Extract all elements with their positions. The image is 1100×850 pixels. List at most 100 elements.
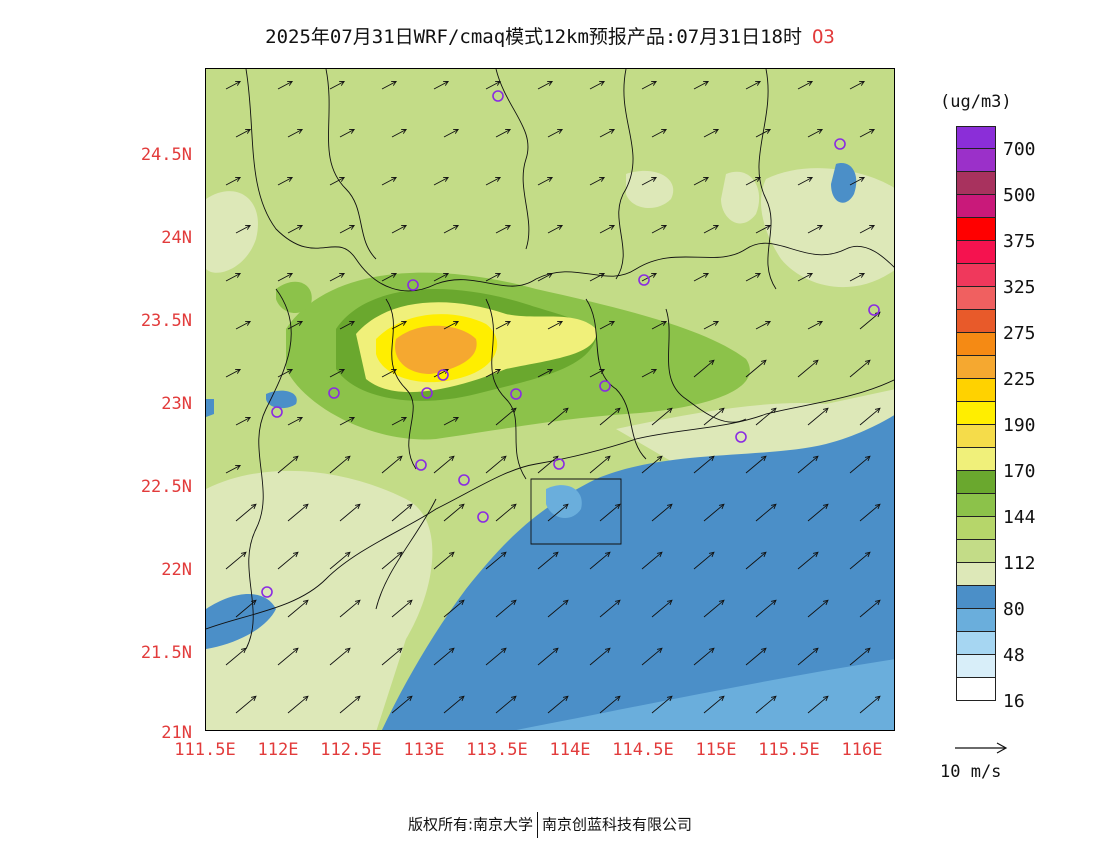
wind-arrow-head <box>287 369 294 374</box>
wind-arrow-head <box>859 273 866 278</box>
wind-arrow-head <box>406 599 413 606</box>
map-canvas <box>206 69 894 730</box>
wind-arrow <box>537 81 553 90</box>
lat-tick-label: 23.5N <box>140 311 192 331</box>
wind-arrow-head <box>869 129 876 134</box>
wind-arrow <box>807 695 829 714</box>
wind-arrow-head <box>396 551 403 558</box>
legend-swatch <box>956 678 996 701</box>
site-marker <box>421 387 433 399</box>
wind-arrow <box>277 369 293 378</box>
wind-arrow <box>381 455 403 474</box>
wind-arrow <box>745 359 767 378</box>
wind-arrow <box>849 273 865 282</box>
wind-arrow <box>755 225 771 234</box>
wind-arrow-head <box>297 321 304 326</box>
wind-arrow <box>599 599 621 618</box>
lat-tick-label: 23N <box>161 394 192 414</box>
wind-arrow <box>391 129 407 138</box>
wind-arrow <box>391 225 407 234</box>
wind-arrow <box>693 273 709 282</box>
wind-arrow-head <box>495 273 502 278</box>
legend-swatch <box>956 632 996 655</box>
wind-arrow <box>537 273 553 282</box>
wind-arrow <box>755 129 771 138</box>
wind-arrow-head <box>765 225 772 230</box>
site-marker <box>834 138 846 150</box>
wind-arrow-head <box>765 129 772 134</box>
wind-arrow <box>537 177 553 186</box>
wind-arrow-head <box>292 647 299 654</box>
wind-arrow-head <box>297 417 304 422</box>
wind-arrow <box>693 177 709 186</box>
wind-arrow <box>641 369 657 378</box>
wind-arrow <box>589 455 611 474</box>
lat-tick-label: 22.5N <box>140 477 192 497</box>
wind-arrow-head <box>708 359 715 366</box>
wind-arrow-head <box>339 273 346 278</box>
copyright-separator <box>537 812 539 838</box>
legend-swatch <box>956 218 996 241</box>
legend-swatch <box>956 563 996 586</box>
copyright-left: 版权所有:南京大学 <box>407 815 534 834</box>
wind-arrow-head <box>500 551 507 558</box>
wind-arrow <box>599 129 615 138</box>
wind-arrow-head <box>495 81 502 86</box>
wind-arrow-head <box>713 321 720 326</box>
wind-arrow <box>849 81 865 90</box>
wind-arrow-head <box>718 695 725 702</box>
wind-arrow-head <box>562 599 569 606</box>
legend-swatch <box>956 264 996 287</box>
wind-arrow <box>745 647 767 666</box>
species-label: O3 <box>811 26 835 48</box>
wind-arrow-head <box>396 647 403 654</box>
wind-arrow-head <box>817 225 824 230</box>
wind-arrow <box>641 551 663 570</box>
wind-arrow <box>849 647 871 666</box>
wind-arrow <box>641 647 663 666</box>
wind-arrow <box>807 225 823 234</box>
legend-swatch <box>956 149 996 172</box>
wind-arrow-head <box>614 695 621 702</box>
reference-vector-label: 10 m/s <box>940 762 1002 782</box>
wind-arrow-head <box>708 647 715 654</box>
wind-arrow-head <box>713 129 720 134</box>
wind-arrow-head <box>760 455 767 462</box>
wind-arrow-head <box>495 177 502 182</box>
site-marker <box>638 274 650 286</box>
copyright-right: 南京创蓝科技有限公司 <box>542 815 693 834</box>
legend-label: 325 <box>1003 277 1036 298</box>
wind-arrow-head <box>770 407 777 414</box>
wind-arrow <box>703 225 719 234</box>
wind-arrow-head <box>391 81 398 86</box>
forecast-map[interactable] <box>205 68 895 731</box>
wind-arrow-head <box>443 81 450 86</box>
wind-arrow <box>495 129 511 138</box>
wind-arrow <box>703 129 719 138</box>
wind-arrow-head <box>651 177 658 182</box>
wind-arrow-head <box>661 129 668 134</box>
wind-arrow <box>433 647 455 666</box>
wind-arrow-head <box>505 225 512 230</box>
lon-tick-label: 115.5E <box>758 740 820 760</box>
lat-tick-label: 21N <box>161 723 192 743</box>
wind-arrow <box>807 503 829 522</box>
wind-arrow-head <box>651 369 658 374</box>
wind-arrow <box>287 321 303 330</box>
wind-arrow-head <box>651 273 658 278</box>
wind-arrow-head <box>874 407 881 414</box>
wind-arrow <box>225 177 241 186</box>
wind-arrow <box>443 129 459 138</box>
legend-swatch <box>956 310 996 333</box>
sea-light-patch <box>546 485 582 519</box>
wind-arrow-head <box>812 647 819 654</box>
wind-arrow-head <box>240 647 247 654</box>
wind-arrow <box>235 321 251 330</box>
wind-arrow-head <box>760 551 767 558</box>
wind-arrow <box>547 225 563 234</box>
wind-arrow-head <box>354 599 361 606</box>
legend-unit: (ug/m3) <box>940 92 1012 112</box>
wind-arrow-head <box>510 407 517 414</box>
wind-arrow-head <box>770 503 777 510</box>
wind-arrow <box>651 225 667 234</box>
